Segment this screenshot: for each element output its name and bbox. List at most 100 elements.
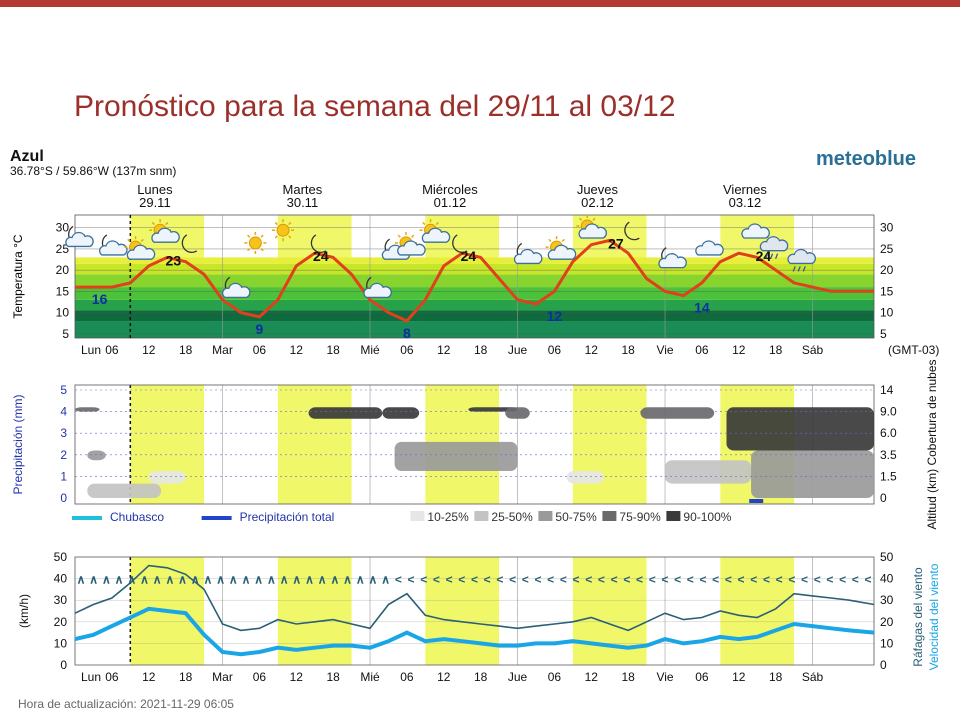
- y-tick-label: 20: [54, 615, 68, 629]
- x-tick-label: Mar: [212, 343, 233, 357]
- location-title: Azul: [10, 148, 44, 165]
- legend-label: 90-100%: [683, 510, 731, 524]
- wind-direction-arrow: <: [864, 573, 871, 587]
- day-name-label: Jueves: [577, 182, 619, 197]
- y-tick-label: 9.0: [880, 405, 897, 419]
- y-tick-label: 2: [60, 448, 67, 462]
- meteogram: Azul 36.78°S / 59.86°W (137m snm) meteob…: [10, 148, 941, 711]
- cloud-cover-patch: [87, 483, 162, 498]
- y-tick-label: 30: [56, 221, 70, 235]
- min-temperature-label: 16: [92, 291, 108, 307]
- moon-cloud-icon: [65, 225, 94, 248]
- x-tick-label: 12: [142, 670, 156, 684]
- legend-label: 10-25%: [427, 510, 469, 524]
- x-tick-label: 06: [695, 670, 709, 684]
- cloud-cover-patch: [665, 460, 752, 484]
- x-tick-label: 18: [474, 343, 488, 357]
- y-tick-label: 10: [54, 636, 68, 650]
- wind-direction-arrow: <: [649, 573, 656, 587]
- y-tick-label: 5: [60, 383, 67, 397]
- x-tick-label: 12: [437, 343, 451, 357]
- wind-direction-arrow: <: [420, 573, 427, 587]
- moon-icon: [624, 221, 640, 241]
- plot-frame: [74, 384, 875, 505]
- y-tick-label: 20: [880, 615, 894, 629]
- max-temperature-label: 24: [756, 248, 772, 264]
- cloud-cover-patch: [382, 407, 420, 419]
- x-tick-label: 18: [621, 670, 635, 684]
- x-tick-label: 18: [326, 343, 340, 357]
- wind-direction-arrow: <: [826, 573, 833, 587]
- y-tick-label: 1.5: [880, 469, 897, 483]
- wind-direction-arrow: <: [687, 573, 694, 587]
- axis-label: Ráfagas del viento: [911, 567, 925, 667]
- wind-gusts-line: [74, 564, 875, 632]
- y-tick-label: 25: [880, 242, 894, 256]
- x-tick-label: Sáb: [802, 343, 824, 357]
- cloud-cover-patch: [505, 407, 530, 419]
- x-tick-label: Jue: [508, 343, 528, 357]
- wind-direction-arrow: ∧: [216, 573, 225, 587]
- day-name-label: Miércoles: [422, 182, 478, 197]
- wind-direction-arrow: <: [801, 573, 808, 587]
- moon-cloud-icon: [363, 276, 392, 298]
- day-date-label: 30.11: [287, 195, 319, 210]
- temperature-line: [75, 238, 874, 323]
- y-tick-label: 30: [880, 221, 894, 235]
- wind-direction-arrow: ∧: [89, 573, 98, 587]
- x-tick-label: Lun: [81, 670, 101, 684]
- wind-direction-arrow: ∧: [292, 573, 301, 587]
- brand-logo: meteoblue: [816, 148, 916, 170]
- axis-label: Precipitación (mm): [11, 394, 25, 494]
- y-tick-label: 40: [54, 572, 68, 586]
- temperature-band: [75, 321, 874, 338]
- wind-direction-arrow: ∧: [330, 573, 339, 587]
- wind-direction-arrow: ∧: [77, 573, 86, 587]
- wind-direction-arrow: <: [623, 573, 630, 587]
- x-tick-label: Lun: [81, 343, 101, 357]
- update-time: Hora de actualización: 2021-11-29 06:05: [18, 697, 234, 711]
- wind-direction-arrow: ∧: [242, 573, 251, 587]
- wind-direction-arrow: <: [776, 573, 783, 587]
- day-name-label: Viernes: [723, 182, 767, 197]
- x-tick-label: 06: [253, 670, 267, 684]
- sun-cloud-icon: [545, 236, 577, 260]
- slide-title: Pronóstico para la semana del 29/11 al 0…: [74, 90, 676, 123]
- y-tick-label: 50: [54, 550, 68, 564]
- day-name-label: Martes: [283, 182, 323, 197]
- legend-swatch: [538, 511, 553, 521]
- y-tick-label: 10: [880, 306, 894, 320]
- precipitation-bar: [749, 499, 764, 503]
- plot-frame: [74, 214, 875, 339]
- y-tick-label: 4: [60, 405, 67, 419]
- wind-direction-arrow: <: [814, 573, 821, 587]
- wind-direction-arrow: ∧: [165, 573, 174, 587]
- x-tick-label: 18: [326, 670, 340, 684]
- cloud-cover-patch: [726, 407, 874, 451]
- wind-direction-arrow: ∧: [254, 573, 263, 587]
- wind-direction-arrow: ∧: [140, 573, 149, 587]
- y-tick-label: 0: [60, 658, 67, 672]
- legend-label: 25-50%: [491, 510, 533, 524]
- y-tick-label: 10: [56, 306, 70, 320]
- wind-direction-arrow: <: [674, 573, 681, 587]
- x-tick-label: 18: [621, 343, 635, 357]
- y-tick-label: 20: [56, 263, 70, 277]
- wind-direction-arrow: <: [598, 573, 605, 587]
- legend-swatch: [602, 511, 617, 521]
- wind-direction-arrow: <: [547, 573, 554, 587]
- wind-direction-arrow: ∧: [381, 573, 390, 587]
- timezone-label: (GMT-03): [888, 343, 939, 357]
- wind-direction-arrow: <: [611, 573, 618, 587]
- x-tick-label: 06: [253, 343, 267, 357]
- rain-cloud-icon: [759, 236, 789, 259]
- legend-swatch: [410, 511, 425, 521]
- legend-swatch: [72, 516, 102, 520]
- wind-direction-arrow: ∧: [305, 573, 314, 587]
- temperature-band: [75, 263, 874, 275]
- max-temperature-label: 23: [166, 252, 182, 268]
- day-date-label: 03.12: [729, 195, 762, 210]
- wind-direction-arrow: <: [446, 573, 453, 587]
- axis-label: (km/h): [17, 594, 31, 628]
- cloud-cover-patch: [394, 441, 518, 471]
